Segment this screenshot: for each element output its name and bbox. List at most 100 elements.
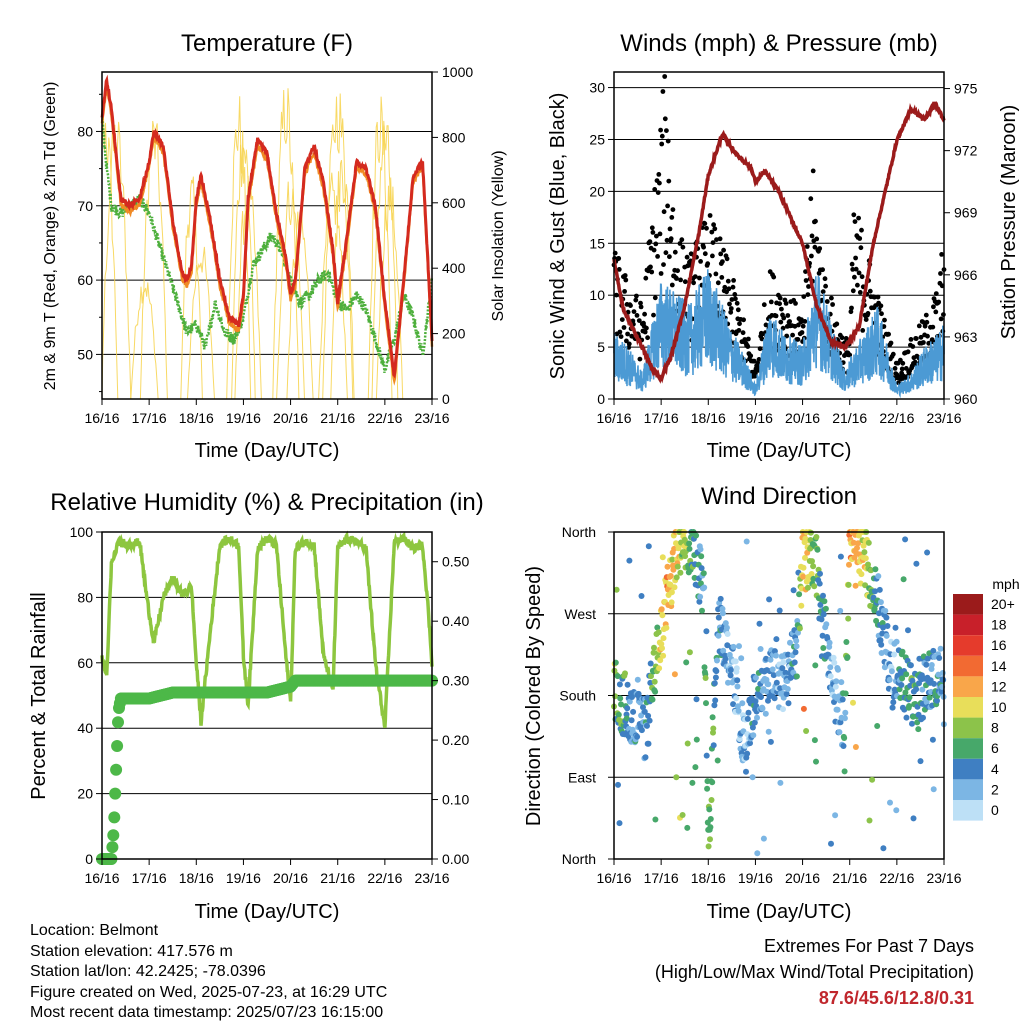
gust-point <box>678 277 683 283</box>
direction-point <box>852 744 859 750</box>
gust-point <box>692 274 698 279</box>
direction-point <box>832 812 839 819</box>
direction-point <box>713 668 720 675</box>
solar-line <box>371 120 399 400</box>
direction-point <box>790 587 797 594</box>
gust-point <box>803 278 809 283</box>
direction-point <box>899 675 906 682</box>
direction-point <box>804 584 811 591</box>
gust-point <box>719 275 725 280</box>
direction-title: Wind Direction <box>701 483 857 510</box>
direction-point <box>629 694 635 700</box>
gust-point <box>651 312 656 318</box>
legend-label: 12 <box>991 678 1007 694</box>
direction-point <box>838 679 845 686</box>
gust-point <box>847 352 853 358</box>
direction-point <box>710 725 717 732</box>
legend-swatch <box>953 697 983 718</box>
direction-point <box>876 610 882 617</box>
direction-point <box>668 599 675 606</box>
direction-point <box>910 815 917 822</box>
gust-point <box>806 284 811 289</box>
direction-point <box>779 665 786 672</box>
direction-point <box>869 776 876 783</box>
rain-point <box>107 829 120 842</box>
gust-point <box>787 319 792 324</box>
gust-point <box>931 304 936 310</box>
direction-point <box>686 540 693 547</box>
direction-point <box>634 676 641 683</box>
gust-point <box>812 244 818 250</box>
direction-point <box>827 664 834 671</box>
direction-point <box>615 711 622 718</box>
direction-point <box>758 694 764 700</box>
direction-point <box>652 688 659 695</box>
legend-label: 10 <box>991 699 1007 715</box>
gust-point <box>777 295 783 301</box>
direction-point <box>754 714 760 721</box>
direction-point <box>931 680 937 687</box>
gust-point <box>933 309 939 315</box>
direction-point <box>915 711 922 718</box>
direction-point <box>644 722 650 729</box>
x-tick-label: 20/16 <box>785 870 820 886</box>
direction-point <box>832 683 839 690</box>
y-tick-label: 20 <box>77 786 93 802</box>
gust-point <box>751 358 757 364</box>
direction-point <box>928 662 935 668</box>
humidity-frame <box>101 531 433 860</box>
direction-point <box>715 632 722 639</box>
direction-point <box>711 702 718 709</box>
direction-point <box>850 699 856 706</box>
direction-point <box>866 817 873 824</box>
x-tick-label: 16/16 <box>84 410 119 426</box>
direction-point <box>787 674 794 681</box>
direction-point <box>777 779 784 786</box>
direction-point <box>771 695 778 702</box>
gust-point <box>859 274 865 280</box>
direction-point <box>673 774 680 781</box>
direction-point <box>820 592 826 599</box>
legend-label: 14 <box>991 658 1007 674</box>
gust-point <box>702 221 708 227</box>
y-tick-label: 60 <box>77 655 93 671</box>
direction-point <box>842 709 849 716</box>
direction-point <box>940 676 947 683</box>
gust-point <box>745 344 751 349</box>
direction-point <box>769 666 776 673</box>
x-tick-label: 23/16 <box>414 410 449 426</box>
direction-point <box>727 672 734 679</box>
direction-point <box>692 764 699 771</box>
y-tick-label: North <box>562 524 596 540</box>
gust-point <box>654 233 659 239</box>
gust-point <box>667 226 673 232</box>
solar-line <box>139 120 168 400</box>
direction-point <box>647 660 654 667</box>
direction-point <box>682 553 689 560</box>
direction-point <box>657 657 664 664</box>
gust-point <box>740 330 746 336</box>
gust-point <box>849 261 855 267</box>
gust-point <box>839 335 845 341</box>
direction-point <box>876 586 883 593</box>
gust-point <box>808 196 814 202</box>
direction-point <box>841 715 848 722</box>
gust-point <box>619 317 625 322</box>
gust-point <box>905 349 911 355</box>
direction-point <box>872 588 878 595</box>
y-tick-label: 50 <box>77 346 93 362</box>
solar-line <box>367 96 393 400</box>
x-tick-label: 22/16 <box>367 410 402 426</box>
gust-point <box>746 336 751 342</box>
winds-title: Winds (mph) & Pressure (mb) <box>620 30 937 57</box>
direction-point <box>709 714 716 721</box>
direction-point <box>934 697 940 704</box>
direction-point <box>646 717 653 724</box>
y2-tick-label: 600 <box>442 195 466 211</box>
direction-point <box>659 612 666 619</box>
gust-point <box>900 360 906 366</box>
direction-point <box>709 779 716 786</box>
y-tick-label: 80 <box>77 123 93 139</box>
direction-point <box>798 602 805 609</box>
